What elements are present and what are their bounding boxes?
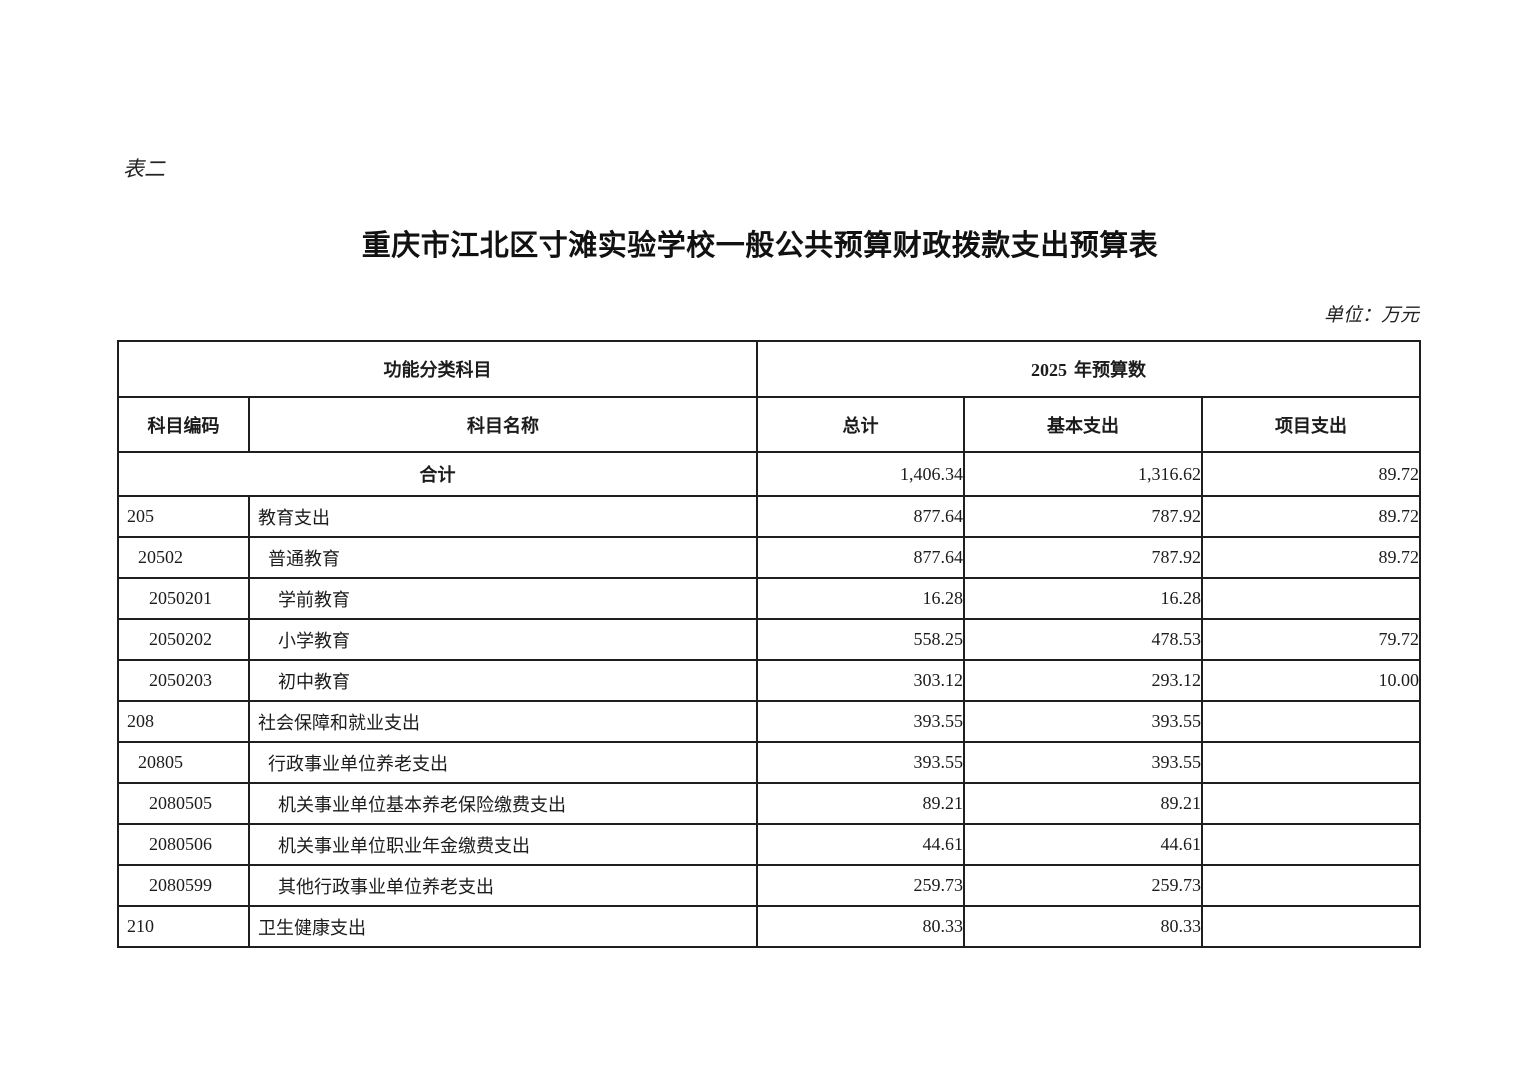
name-cell: 行政事业单位养老支出 [248, 741, 758, 784]
total-cell: 89.21 [756, 782, 965, 825]
project-cell: 10.00 [1201, 659, 1421, 702]
total-row-label: 合计 [117, 451, 758, 497]
header-col-total: 总计 [756, 396, 965, 453]
project-cell: 89.72 [1201, 495, 1421, 538]
name-cell: 其他行政事业单位养老支出 [248, 864, 758, 907]
name-cell: 初中教育 [248, 659, 758, 702]
basic-cell: 16.28 [963, 577, 1203, 620]
header-col-code: 科目编码 [117, 396, 250, 453]
code-cell: 2080506 [117, 823, 250, 866]
total-cell: 303.12 [756, 659, 965, 702]
code-cell: 210 [117, 905, 250, 948]
header-row-columns: 科目编码 科目名称 总计 基本支出 项目支出 [117, 396, 1421, 453]
code-cell: 208 [117, 700, 250, 743]
name-cell: 教育支出 [248, 495, 758, 538]
total-row-project: 89.72 [1201, 451, 1421, 497]
name-cell: 学前教育 [248, 577, 758, 620]
code-cell: 2050201 [117, 577, 250, 620]
total-cell: 80.33 [756, 905, 965, 948]
total-cell: 877.64 [756, 536, 965, 579]
project-cell: 89.72 [1201, 536, 1421, 579]
total-cell: 44.61 [756, 823, 965, 866]
table-row: 2080506 机关事业单位职业年金缴费支出 44.61 44.61 [117, 823, 1421, 866]
name-cell: 小学教育 [248, 618, 758, 661]
table-row: 20502 普通教育 877.64 787.92 89.72 [117, 536, 1421, 579]
header-budget-2025: 2025 年预算数 [756, 340, 1421, 398]
project-cell [1201, 577, 1421, 620]
header-col-name: 科目名称 [248, 396, 758, 453]
basic-cell: 89.21 [963, 782, 1203, 825]
project-cell [1201, 782, 1421, 825]
basic-cell: 80.33 [963, 905, 1203, 948]
header-budget-label: 年预算数 [1074, 360, 1146, 380]
total-row-basic: 1,316.62 [963, 451, 1203, 497]
table-row: 2050202 小学教育 558.25 478.53 79.72 [117, 618, 1421, 661]
basic-cell: 787.92 [963, 536, 1203, 579]
total-cell: 558.25 [756, 618, 965, 661]
code-cell: 2080505 [117, 782, 250, 825]
basic-cell: 259.73 [963, 864, 1203, 907]
table-number-label: 表二 [123, 157, 165, 181]
name-cell: 机关事业单位职业年金缴费支出 [248, 823, 758, 866]
table-row: 2080505 机关事业单位基本养老保险缴费支出 89.21 89.21 [117, 782, 1421, 825]
header-budget-year: 2025 [1031, 360, 1067, 380]
header-row-groups: 功能分类科目 2025 年预算数 [117, 340, 1421, 398]
basic-cell: 44.61 [963, 823, 1203, 866]
table-row: 205 教育支出 877.64 787.92 89.72 [117, 495, 1421, 538]
name-cell: 社会保障和就业支出 [248, 700, 758, 743]
project-cell [1201, 905, 1421, 948]
total-row: 合计 1,406.34 1,316.62 89.72 [117, 451, 1421, 497]
table-row: 2080599 其他行政事业单位养老支出 259.73 259.73 [117, 864, 1421, 907]
total-cell: 877.64 [756, 495, 965, 538]
code-cell: 20502 [117, 536, 250, 579]
table-row: 208 社会保障和就业支出 393.55 393.55 [117, 700, 1421, 743]
total-cell: 393.55 [756, 700, 965, 743]
table-row: 2050201 学前教育 16.28 16.28 [117, 577, 1421, 620]
total-row-total: 1,406.34 [756, 451, 965, 497]
name-cell: 机关事业单位基本养老保险缴费支出 [248, 782, 758, 825]
table-row: 20805 行政事业单位养老支出 393.55 393.55 [117, 741, 1421, 784]
header-col-project: 项目支出 [1201, 396, 1421, 453]
project-cell: 79.72 [1201, 618, 1421, 661]
budget-table: 功能分类科目 2025 年预算数 科目编码 科目名称 总计 基本支出 项目支出 合… [117, 340, 1421, 948]
basic-cell: 393.55 [963, 700, 1203, 743]
project-cell [1201, 700, 1421, 743]
basic-cell: 393.55 [963, 741, 1203, 784]
project-cell [1201, 741, 1421, 784]
basic-cell: 787.92 [963, 495, 1203, 538]
basic-cell: 293.12 [963, 659, 1203, 702]
basic-cell: 478.53 [963, 618, 1203, 661]
total-cell: 393.55 [756, 741, 965, 784]
page-title: 重庆市江北区寸滩实验学校一般公共预算财政拨款支出预算表 [361, 230, 1159, 262]
name-cell: 卫生健康支出 [248, 905, 758, 948]
total-cell: 16.28 [756, 577, 965, 620]
total-cell: 259.73 [756, 864, 965, 907]
header-col-basic: 基本支出 [963, 396, 1203, 453]
code-cell: 20805 [117, 741, 250, 784]
code-cell: 2050203 [117, 659, 250, 702]
project-cell [1201, 823, 1421, 866]
code-cell: 2050202 [117, 618, 250, 661]
table-row: 210 卫生健康支出 80.33 80.33 [117, 905, 1421, 948]
code-cell: 205 [117, 495, 250, 538]
project-cell [1201, 864, 1421, 907]
header-function-category: 功能分类科目 [117, 340, 758, 398]
unit-note: 单位：万元 [1323, 305, 1419, 326]
name-cell: 普通教育 [248, 536, 758, 579]
table-row: 2050203 初中教育 303.12 293.12 10.00 [117, 659, 1421, 702]
code-cell: 2080599 [117, 864, 250, 907]
